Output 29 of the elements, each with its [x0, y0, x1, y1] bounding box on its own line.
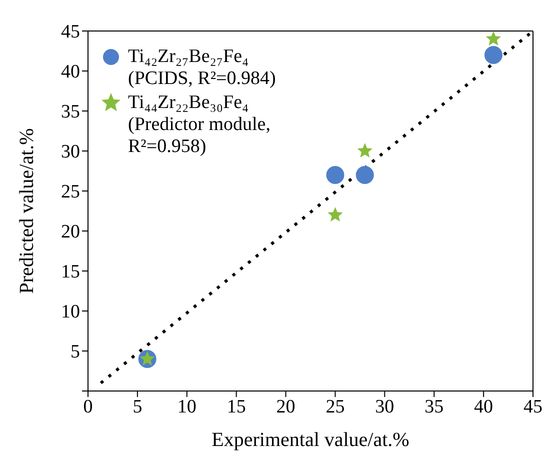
- x-axis-title: Experimental value/at.%: [212, 429, 410, 451]
- y-tick-label: 45: [61, 22, 80, 43]
- y-tick-label: 25: [61, 182, 80, 203]
- x-tick-label: 20: [276, 396, 296, 418]
- x-tick-label: 15: [226, 396, 246, 418]
- x-tick-label: 35: [424, 396, 444, 418]
- y-tick-label: 40: [61, 62, 80, 83]
- x-tick-label: 40: [474, 396, 494, 418]
- y-tick-label: 20: [61, 222, 80, 243]
- y-axis-title: Predicted value/at.%: [16, 128, 38, 294]
- legend-label: Ti₄₄Zr₂₂Be₃₀Fe₄ (Predictor module, R²=0.958): [128, 92, 270, 158]
- y-tick-label: 10: [61, 302, 80, 323]
- point: [356, 166, 374, 184]
- x-tick-label: 25: [326, 396, 345, 418]
- x-tick-label: 10: [177, 396, 196, 418]
- y-tick-label: 30: [61, 142, 80, 163]
- point: [486, 31, 502, 46]
- x-tick-label: 5: [132, 396, 142, 418]
- point: [357, 143, 372, 158]
- x-tick-label: 45: [524, 396, 542, 418]
- point: [328, 207, 343, 222]
- point: [326, 166, 344, 184]
- x-tick-label: 0: [83, 396, 93, 418]
- legend-label: Ti₄₂Zr₂₇Be₂₇Fe₄ (PCIDS, R²=0.984): [128, 46, 276, 90]
- y-tick-label: 15: [61, 262, 80, 283]
- point: [484, 46, 502, 64]
- x-tick-label: 30: [375, 396, 394, 418]
- y-tick-label: 5: [70, 342, 80, 363]
- y-tick-label: 35: [61, 102, 80, 123]
